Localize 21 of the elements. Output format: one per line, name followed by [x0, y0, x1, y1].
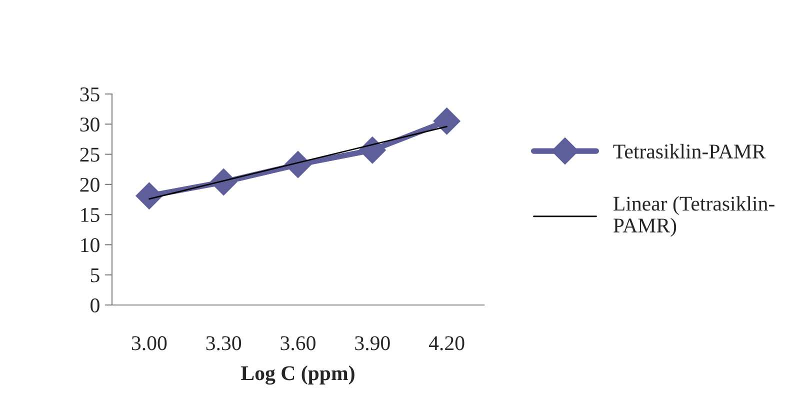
- point: [136, 182, 163, 210]
- point: [284, 151, 312, 178]
- point: [210, 168, 238, 196]
- y-tick-label: 35: [80, 87, 100, 102]
- x-tick-label: 3.60: [280, 336, 316, 350]
- legend-label: Tetrasiklin-PAMR: [613, 144, 766, 159]
- x-tick-label: 3.00: [132, 336, 167, 350]
- point: [358, 136, 386, 164]
- x-tick-label: 3.30: [206, 336, 242, 350]
- y-tick-label: 30: [80, 118, 100, 132]
- y-tick-label: 5: [90, 268, 100, 282]
- y-tick-label: 10: [81, 238, 100, 252]
- point: [433, 108, 460, 135]
- x-tick-label: 4.20: [428, 336, 464, 350]
- y-tick-label: 0: [90, 298, 100, 312]
- x-tick-label: 3.90: [355, 336, 390, 350]
- y-tick-label: 25: [80, 148, 100, 162]
- y-tick-label: 20: [80, 178, 100, 192]
- legend-label: Linear (Tetrasiklin-PAMR): [614, 196, 774, 237]
- x-axis-title: Log C (ppm): [241, 366, 354, 385]
- y-tick-label: 15: [81, 208, 100, 222]
